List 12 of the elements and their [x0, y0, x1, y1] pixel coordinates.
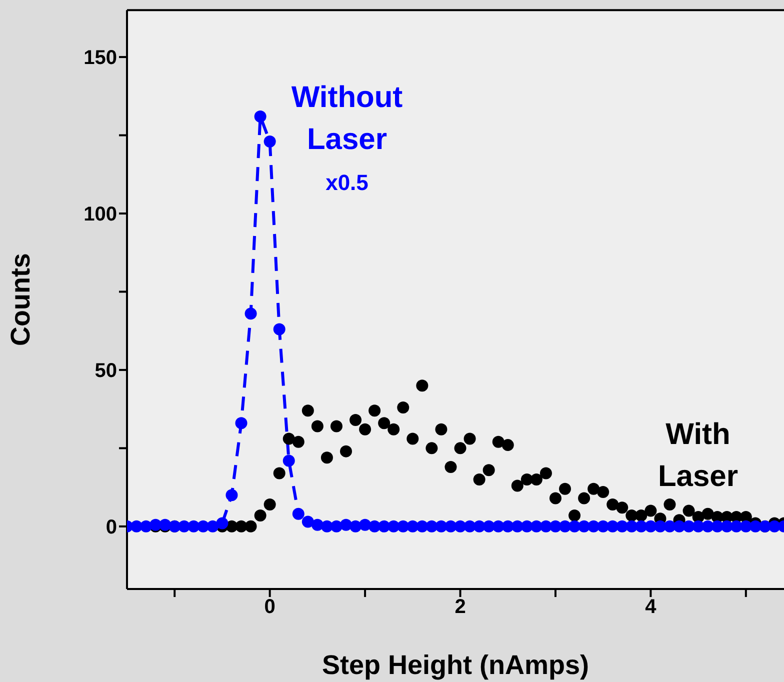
series-label: With Laser — [658, 418, 738, 493]
series-label: Without Laser — [291, 81, 403, 156]
x-tick-label: 2 — [454, 596, 466, 618]
y-axis-title: Counts — [6, 253, 36, 346]
x-axis-title: Step Height (nAmps) — [322, 650, 589, 680]
y-tick-label: 50 — [94, 360, 117, 382]
y-tick-label: 100 — [84, 204, 117, 226]
y-tick-label: 150 — [84, 47, 117, 70]
x-tick-label: 0 — [264, 596, 276, 618]
annotation: x0.5 — [326, 170, 368, 195]
x-tick-label: 4 — [645, 596, 658, 618]
y-tick-label: 0 — [106, 516, 117, 539]
